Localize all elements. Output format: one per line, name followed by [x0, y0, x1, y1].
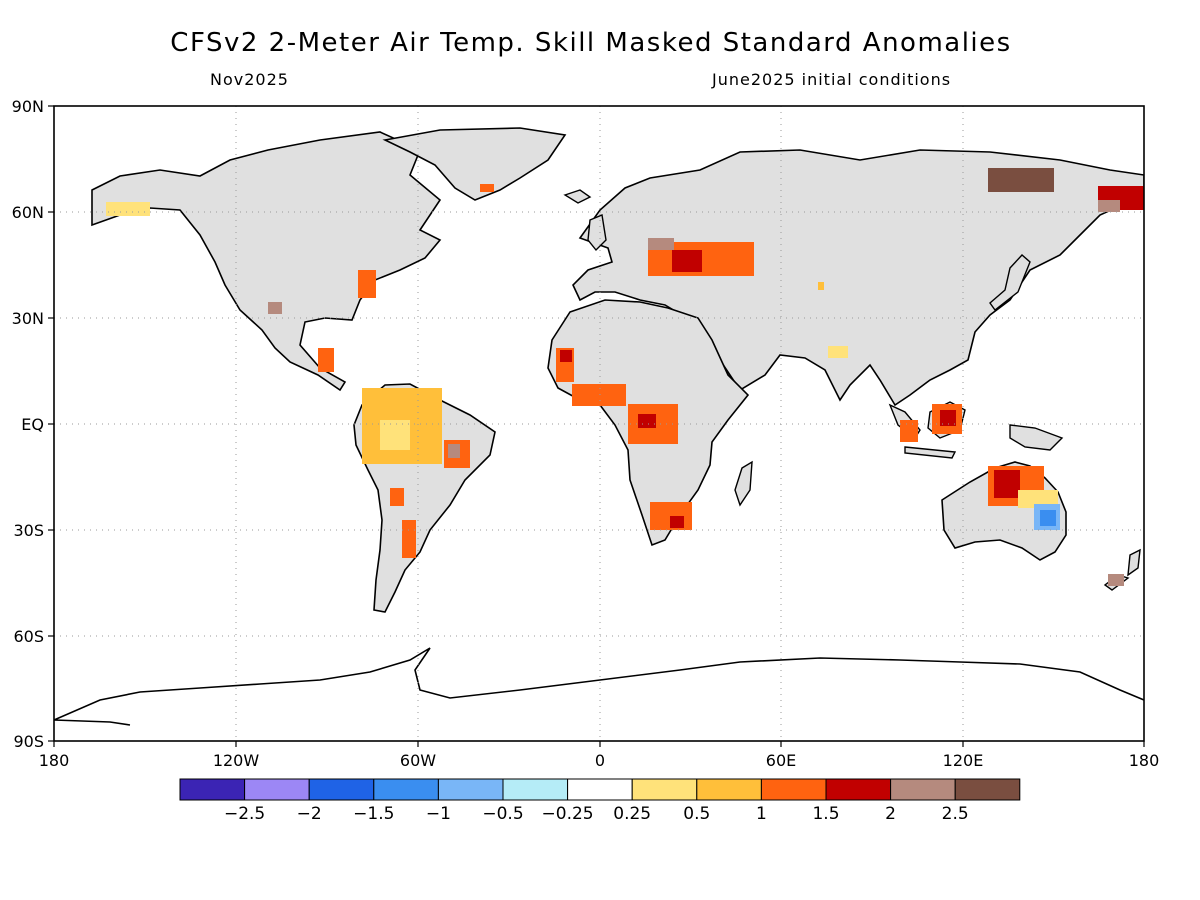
longitude-labels: 180 120W 60W 0 60E 120E 180 — [39, 751, 1160, 770]
anomaly-patch-bolivia — [390, 488, 404, 506]
uk-land — [587, 214, 607, 252]
lon-label-0: 0 — [595, 751, 605, 770]
lon-label-60w: 60W — [400, 751, 436, 770]
anomaly-patch-central-asia — [818, 282, 824, 290]
lon-label-180e: 180 — [1129, 751, 1160, 770]
anomaly-patch-australia-north-2 — [994, 470, 1020, 498]
colorbar-tick-label: 1 — [756, 804, 767, 824]
colorbar-tick-label: −0.25 — [542, 804, 594, 824]
colorbar-swatch — [567, 778, 633, 801]
anomaly-patch-us-east — [358, 270, 376, 298]
colorbar-tick-label: −2 — [297, 804, 322, 824]
anomaly-patch-amazon-2 — [380, 420, 410, 450]
anomaly-patch-australia-east — [1018, 490, 1058, 508]
anomaly-patch-india — [828, 346, 848, 358]
initial-conditions: June2025 initial conditions — [712, 70, 952, 89]
colorbar-tick-label: 2 — [885, 804, 896, 824]
lat-label-60s: 60S — [13, 627, 44, 646]
lat-label-60n: 60N — [12, 203, 44, 222]
colorbar-swatch — [437, 778, 504, 801]
antarctica-coast — [54, 647, 1144, 726]
anomaly-patch-sumatra — [900, 420, 918, 442]
anomaly-patch-west-africa-2 — [560, 350, 572, 362]
anomaly-patch-south-africa-2 — [670, 516, 684, 528]
iceland-land — [563, 189, 592, 204]
colorbar-swatch — [631, 778, 698, 801]
anomaly-patch-brazil-east-2 — [448, 444, 460, 458]
colorbar-swatch — [244, 778, 310, 801]
anomaly-patch-black-sea-3 — [648, 238, 674, 250]
anomaly-layer — [106, 168, 1144, 586]
anomaly-patch-greenland — [480, 184, 494, 192]
anomaly-patch-central-africa-2 — [638, 414, 656, 428]
lat-label-90s: 90S — [13, 732, 44, 751]
colorbar-tick-label: −1.5 — [353, 804, 394, 824]
anomaly-patch-new-zealand — [1108, 574, 1124, 586]
greenland-land — [382, 127, 567, 201]
colorbar — [179, 778, 1021, 801]
madagascar-land — [734, 460, 753, 507]
colorbar-tick-label: 1.5 — [812, 804, 839, 824]
lat-label-30s: 30S — [13, 521, 44, 540]
anomaly-patch-borneo-2 — [940, 410, 956, 426]
anomaly-patch-black-sea-2 — [672, 250, 702, 272]
anomaly-patch-mexico — [318, 348, 334, 372]
anomaly-patch-us-west — [268, 302, 282, 314]
anomaly-patch-argentina — [402, 520, 416, 558]
anomaly-patch-siberia — [988, 168, 1054, 192]
colorbar-tick-label: −2.5 — [224, 804, 265, 824]
colorbar-swatch — [890, 778, 956, 801]
colorbar-swatch — [502, 778, 569, 801]
lat-label-eq: EQ — [21, 415, 44, 434]
lat-label-90n: 90N — [12, 97, 44, 116]
anomaly-patch-gulf-guinea — [572, 384, 626, 406]
colorbar-swatch — [373, 778, 439, 801]
colorbar-tick-label: 2.5 — [942, 804, 969, 824]
anomaly-patch-far-east-2 — [1098, 200, 1120, 212]
lon-label-120e: 120E — [943, 751, 984, 770]
anomaly-patch-australia-cool-2 — [1040, 510, 1056, 526]
tick-marks — [48, 105, 1145, 747]
colorbar-tick-label: −1 — [426, 804, 451, 824]
lon-label-60e: 60E — [766, 751, 796, 770]
colorbar-tick-label: 0.5 — [683, 804, 710, 824]
colorbar-tick-label: 0.25 — [613, 804, 651, 824]
colorbar-swatch — [696, 778, 762, 801]
lat-label-30n: 30N — [12, 309, 44, 328]
lon-label-180w: 180 — [39, 751, 70, 770]
colorbar-swatch — [760, 778, 827, 801]
colorbar-labels: −2.5 −2 −1.5 −1 −0.5 −0.25 0.25 0.5 1 1.5 2 2.5 — [224, 804, 969, 824]
colorbar-swatch — [308, 778, 375, 801]
eurasia-land — [572, 149, 1144, 407]
colorbar-swatch — [179, 778, 246, 801]
anomaly-patch-alaska — [106, 202, 150, 216]
colorbar-swatch — [954, 778, 1021, 801]
map-title: CFSv2 2-Meter Air Temp. Skill Masked Sta… — [170, 28, 1012, 58]
forecast-month: Nov2025 — [210, 70, 289, 89]
lon-label-120w: 120W — [213, 751, 260, 770]
colorbar-tick-label: −0.5 — [482, 804, 523, 824]
colorbar-swatch — [825, 778, 892, 801]
latitude-labels: 90N 60N 30N EQ 30S 60S 90S — [12, 97, 44, 751]
japan-land — [989, 254, 1031, 312]
